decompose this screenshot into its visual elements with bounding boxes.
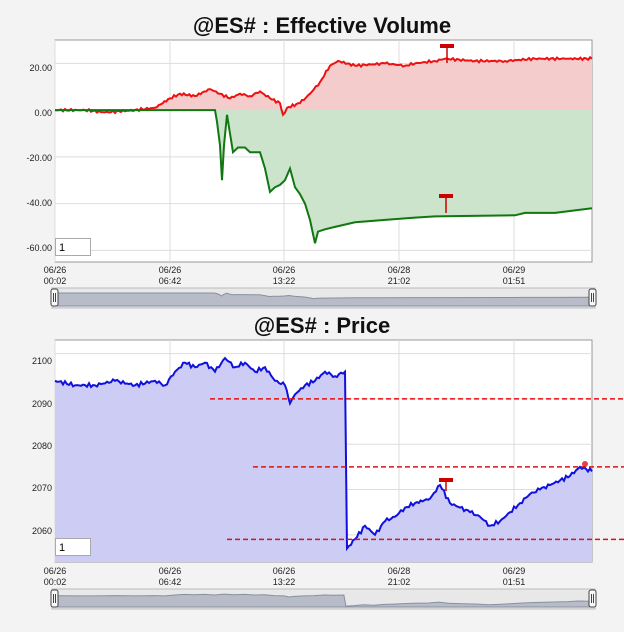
navigator-preview — [54, 292, 591, 307]
price-area-fill — [55, 358, 592, 562]
navigator-handle-right[interactable] — [588, 589, 597, 608]
y-tick-label: 0.00 — [34, 108, 52, 118]
y-tick-label: -40.00 — [26, 198, 52, 208]
x-axis-effective-volume: 06/26 00:02 06/26 06:42 06/26 13:22 06/2… — [44, 265, 526, 286]
y-tick-label: 2070 — [32, 483, 52, 493]
y-tick-label: 2060 — [32, 526, 52, 536]
x-tick-date: 06/29 — [503, 566, 526, 576]
x-tick-time: 06:42 — [159, 276, 182, 286]
marker-flag-top[interactable] — [440, 44, 454, 63]
period-input-price[interactable]: 1 — [55, 538, 91, 556]
x-tick-time: 00:02 — [44, 577, 67, 587]
y-tick-label: 2090 — [32, 399, 52, 409]
x-tick-date: 06/29 — [503, 265, 526, 275]
x-tick-date: 06/26 — [273, 265, 296, 275]
x-tick-time: 01:51 — [503, 276, 526, 286]
x-tick-time: 01:51 — [503, 577, 526, 587]
y-axis-price: 2100 2090 2080 2070 2060 — [32, 356, 52, 536]
y-tick-label: 2100 — [32, 356, 52, 366]
x-tick-time: 13:22 — [273, 577, 296, 587]
x-tick-time: 00:02 — [44, 276, 67, 286]
navigator-preview — [54, 593, 591, 608]
x-tick-date: 06/26 — [159, 265, 182, 275]
green-series-line — [55, 109, 593, 244]
period-input-effective-volume[interactable]: 1 — [55, 238, 91, 256]
y-axis-effective-volume: 20.00 0.00 -20.00 -40.00 -60.00 — [26, 63, 52, 253]
x-tick-date: 06/26 — [159, 566, 182, 576]
chart-title-price: @ES# : Price — [254, 313, 390, 338]
marker-flag-bottom[interactable] — [439, 194, 453, 213]
x-tick-date: 06/26 — [44, 265, 67, 275]
green-series-fill — [55, 110, 592, 244]
x-tick-time: 21:02 — [388, 577, 411, 587]
red-series-line — [54, 55, 593, 117]
y-tick-label: -60.00 — [26, 243, 52, 253]
x-axis-price: 06/26 00:02 06/26 06:42 06/26 13:22 06/2… — [44, 566, 526, 587]
navigator-handle-left[interactable] — [50, 288, 59, 307]
marker-flag-price[interactable] — [439, 478, 453, 491]
navigator-price[interactable] — [50, 588, 597, 610]
navigator-handle-left[interactable] — [50, 589, 59, 608]
x-tick-date: 06/28 — [388, 265, 411, 275]
navigator-handle-right[interactable] — [588, 288, 597, 307]
x-tick-date: 06/26 — [273, 566, 296, 576]
y-tick-label: 20.00 — [29, 63, 52, 73]
last-price-dot — [582, 461, 588, 467]
y-tick-label: -20.00 — [26, 153, 52, 163]
x-tick-date: 06/26 — [44, 566, 67, 576]
price-level-lines — [210, 398, 624, 541]
x-tick-time: 13:22 — [273, 276, 296, 286]
x-tick-time: 21:02 — [388, 276, 411, 286]
price-line — [54, 356, 593, 552]
y-tick-label: 2080 — [32, 441, 52, 451]
x-tick-time: 06:42 — [159, 577, 182, 587]
markers-effective-volume — [439, 44, 454, 213]
navigator-effective-volume[interactable] — [50, 287, 597, 309]
chart-title-effective-volume: @ES# : Effective Volume — [193, 13, 451, 38]
red-series-fill — [55, 57, 592, 115]
x-tick-date: 06/28 — [388, 566, 411, 576]
